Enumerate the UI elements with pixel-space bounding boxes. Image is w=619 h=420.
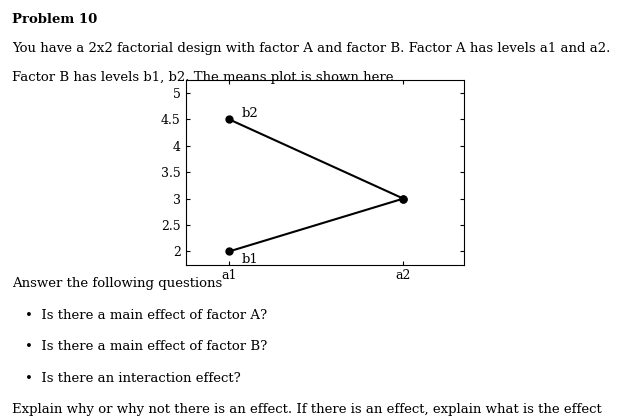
Text: b2: b2 [241, 107, 258, 120]
Text: •  Is there a main effect of factor B?: • Is there a main effect of factor B? [25, 340, 267, 353]
Text: b1: b1 [241, 253, 258, 266]
Text: •  Is there a main effect of factor A?: • Is there a main effect of factor A? [25, 309, 267, 322]
Text: Factor B has levels b1, b2. The means plot is shown here: Factor B has levels b1, b2. The means pl… [12, 71, 394, 84]
Text: Problem 10: Problem 10 [12, 13, 98, 26]
Text: Explain why or why not there is an effect. If there is an effect, explain what i: Explain why or why not there is an effec… [12, 403, 602, 416]
Text: Answer the following questions: Answer the following questions [12, 277, 223, 290]
Text: You have a 2x2 factorial design with factor A and factor B. Factor A has levels : You have a 2x2 factorial design with fac… [12, 42, 611, 55]
Text: •  Is there an interaction effect?: • Is there an interaction effect? [25, 372, 241, 385]
